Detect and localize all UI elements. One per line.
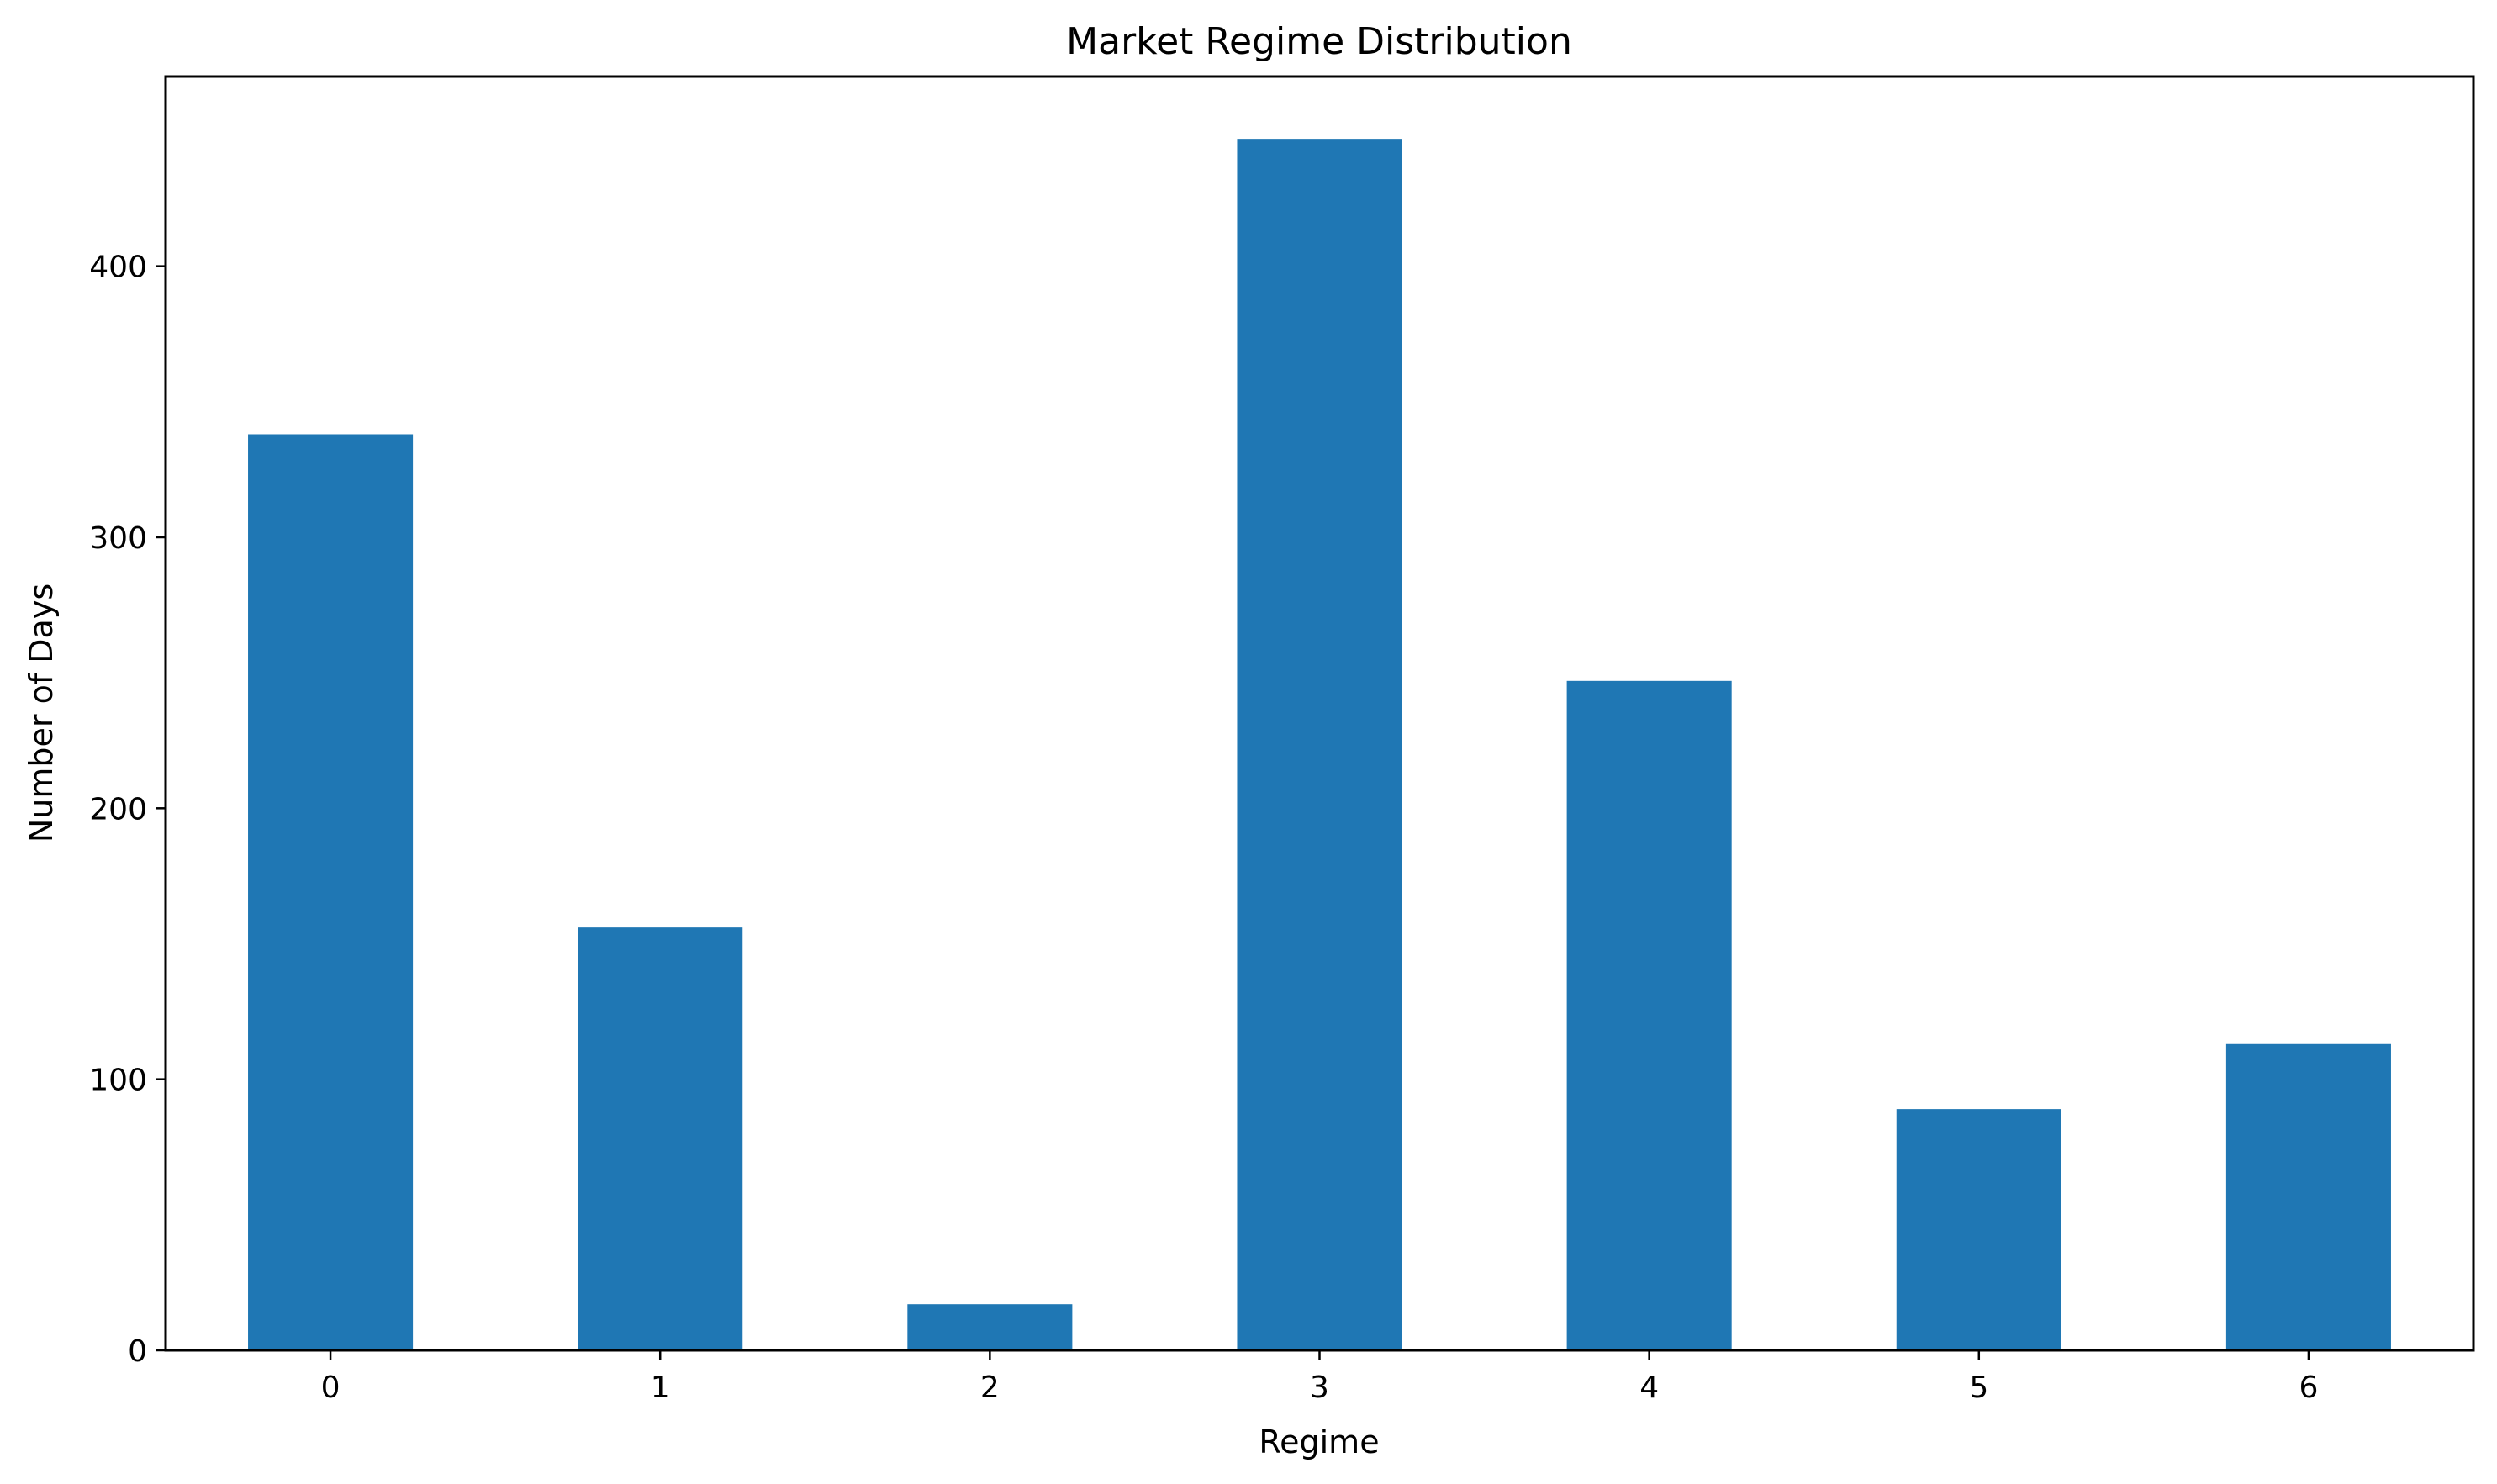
bar-regime-5 [1896,1109,2061,1350]
x-tick-label: 5 [1969,1370,1988,1405]
bar-regime-3 [1237,139,1402,1350]
bar-regime-4 [1566,680,1732,1350]
y-tick-label: 400 [89,251,147,285]
bar-regime-0 [248,434,414,1350]
y-axis-label: Number of Days [23,584,60,842]
x-tick-label: 0 [321,1370,340,1405]
bar-regime-6 [2225,1043,2391,1350]
bars-group [248,139,2391,1350]
plot-area-frame [164,75,2475,1352]
bar-regime-2 [907,1304,1073,1350]
x-tick-label: 1 [651,1370,670,1405]
x-axis-ticks: 0 1 2 3 4 5 6 [321,1350,2318,1405]
x-tick-label: 2 [980,1370,1000,1405]
chart-title: Market Regime Distribution [1066,20,1572,63]
x-tick-label: 4 [1639,1370,1659,1405]
y-tick-label: 100 [89,1064,147,1098]
x-axis-label: Regime [1259,1423,1379,1460]
y-tick-label: 200 [89,792,147,826]
y-tick-label: 0 [128,1334,147,1369]
y-tick-label: 300 [89,521,147,556]
y-axis-ticks: 0 100 200 300 400 [89,251,166,1369]
x-tick-label: 6 [2299,1370,2318,1405]
x-tick-label: 3 [1310,1370,1329,1405]
bar-regime-1 [578,927,743,1350]
